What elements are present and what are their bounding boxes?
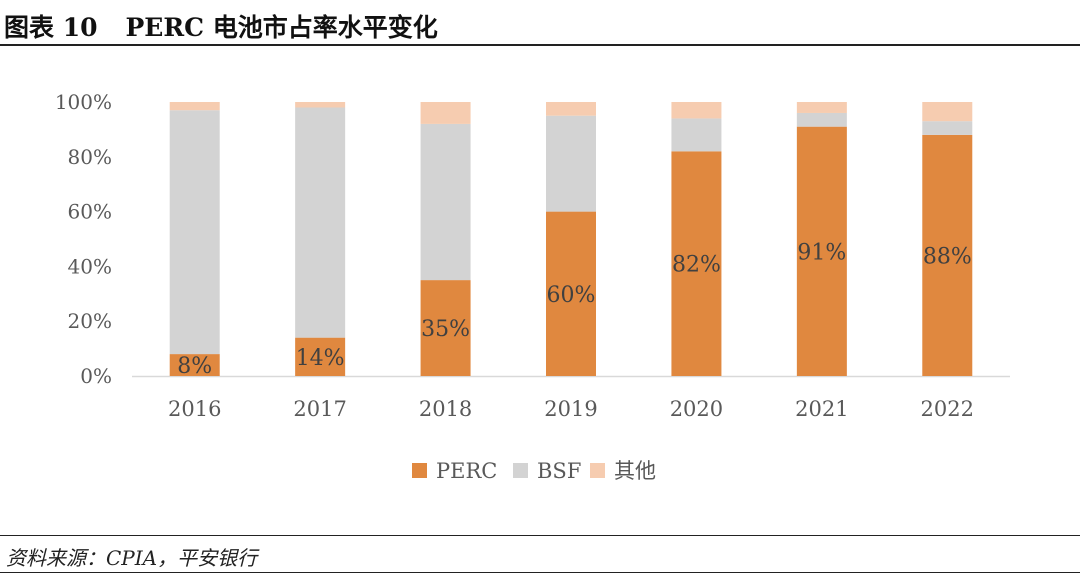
bar-perc	[169, 354, 220, 376]
figure-title: 图表 10 PERC 电池市占率水平变化	[4, 8, 438, 44]
x-tick-label: 2021	[795, 397, 848, 421]
legend-label: BSF	[537, 459, 581, 483]
data-label: 91%	[797, 240, 846, 265]
y-tick-label: 20%	[68, 309, 112, 333]
bar-perc	[671, 151, 722, 376]
x-tick-label: 2022	[921, 397, 974, 421]
bar-bsf	[671, 118, 722, 152]
source-note: 资料来源：CPIA，平安银行	[6, 546, 258, 570]
x-tick-label: 2019	[544, 397, 597, 421]
bar-perc	[295, 337, 346, 376]
x-tick-label: 2017	[293, 397, 346, 421]
bar-perc	[796, 126, 847, 376]
y-tick-label: 40%	[68, 254, 112, 278]
y-tick-label: 0%	[80, 364, 112, 388]
bar-perc	[420, 280, 471, 376]
bar-bsf	[546, 115, 596, 212]
bar-其他	[922, 102, 973, 122]
legend-label: 其他	[614, 459, 656, 483]
bar-bsf	[295, 107, 346, 338]
bar-bsf	[420, 123, 471, 281]
bar-perc	[922, 134, 973, 376]
bar-其他	[169, 102, 220, 111]
legend-swatch	[590, 463, 605, 478]
legend-label: PERC	[436, 459, 497, 483]
legend-swatch	[412, 463, 427, 478]
y-tick-label: 100%	[55, 90, 112, 114]
data-label: 82%	[672, 253, 721, 278]
bar-其他	[420, 102, 471, 124]
stacked-bar-chart: 0% 20% 40% 60% 80% 100% 8% 2016 14% 2017 35% 2018 60…	[55, 90, 1010, 483]
bar-bsf	[922, 121, 973, 135]
bar-其他	[671, 102, 722, 119]
data-label: 35%	[421, 317, 470, 342]
bar-其他	[796, 102, 847, 113]
legend-swatch	[513, 463, 528, 478]
bar-其他	[546, 102, 596, 116]
bar-bsf	[169, 110, 220, 355]
footer-divider	[0, 535, 1080, 536]
data-label: 88%	[923, 244, 972, 269]
bar-其他	[295, 102, 346, 108]
bar-perc	[546, 211, 596, 376]
y-tick-label: 80%	[68, 145, 112, 169]
footer-bottom-divider	[0, 572, 1080, 573]
figure-header: 图表 10 PERC 电池市占率水平变化	[0, 0, 1080, 46]
x-tick-label: 2018	[419, 397, 472, 421]
data-label: 60%	[547, 283, 596, 308]
chart-title: PERC 电池市占率水平变化	[125, 13, 438, 42]
bar-bsf	[796, 112, 847, 127]
x-tick-label: 2016	[168, 397, 221, 421]
chart-container: 0% 20% 40% 60% 80% 100% 8% 2016 14% 2017 35% 2018 60…	[0, 60, 1080, 500]
figure-label: 图表 10	[4, 13, 98, 42]
x-tick-label: 2020	[670, 397, 723, 421]
data-label: 8%	[177, 354, 212, 379]
y-tick-label: 60%	[68, 200, 112, 224]
data-label: 14%	[296, 346, 345, 371]
